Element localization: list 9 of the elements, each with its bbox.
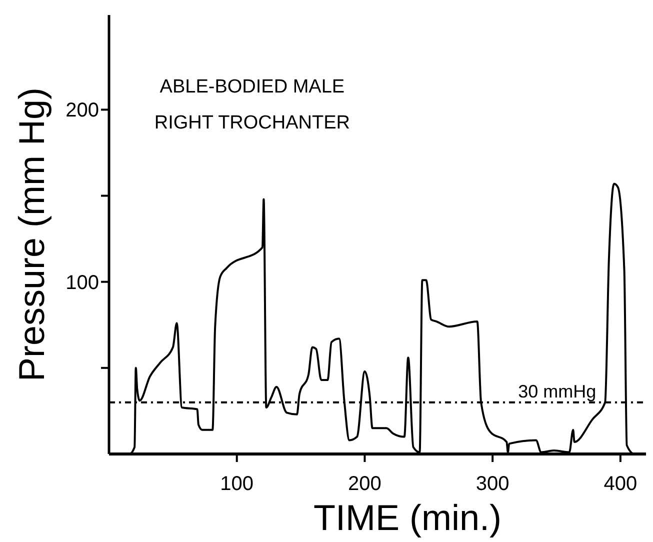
x-tick-label: 200 [348,473,382,495]
y-axis-title: Pressure (mm Hg) [11,87,52,382]
text: RIGHT TROCHANTER [154,112,350,134]
x-tick-label: 100 [220,473,254,495]
x-axis-title: TIME (min.) [314,497,502,538]
ref-line-label: 30 mmHg [518,381,596,402]
x-tick-label: 300 [476,473,510,495]
x-tick-label: 400 [604,473,638,495]
text: ABLE-BODIED MALE [160,76,345,98]
